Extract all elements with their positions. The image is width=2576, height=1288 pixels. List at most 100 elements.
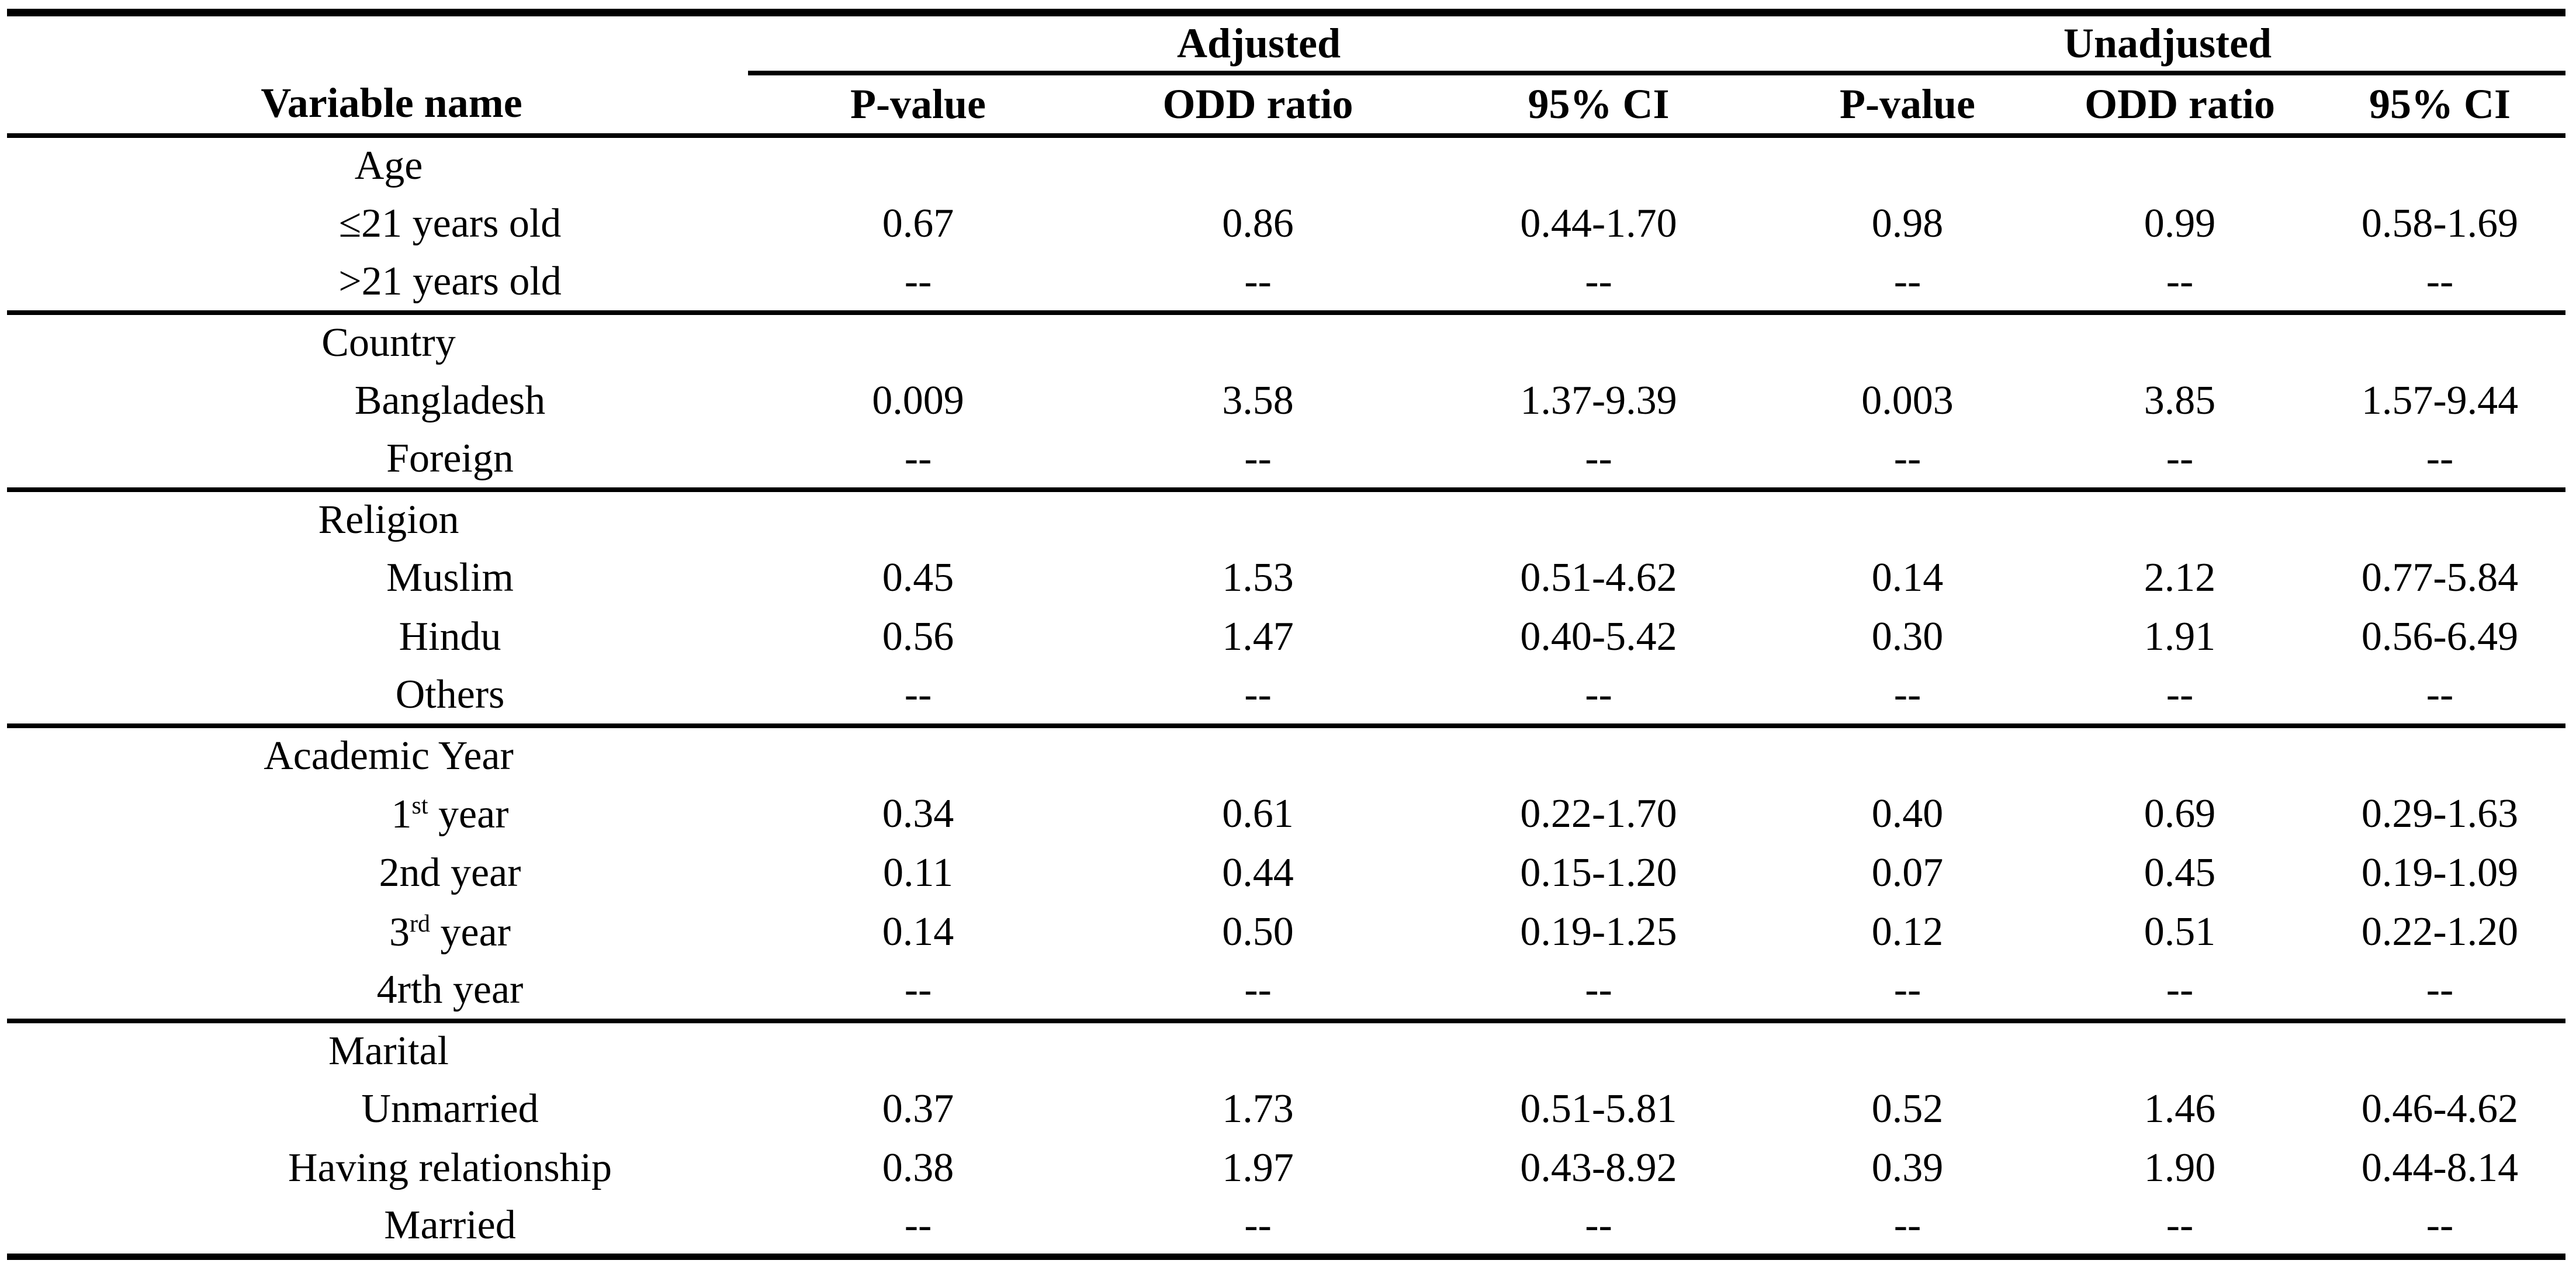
table-row-2nd-year: 2nd year 0.11 0.44 0.15-1.20 0.07 0.45 0…: [7, 844, 2565, 903]
variable-cell: 3rd year: [7, 903, 748, 962]
value-cell: 0.11: [883, 850, 953, 895]
value-cell: 1.47: [1222, 614, 1294, 659]
variable-cell: 1st year: [7, 785, 748, 844]
value-cell: [1770, 136, 2045, 195]
column-header-row: Variable name P-value ODD ratio 95% CI P…: [7, 72, 2566, 138]
value-cell: [748, 313, 1088, 372]
ordinal-superscript: rd: [410, 910, 431, 937]
value-cell: 0.56: [882, 614, 954, 659]
value-cell: 3.58: [1222, 378, 1294, 423]
table-row-age-gt21: >21 years old -- -- -- -- -- --: [7, 253, 2566, 315]
ci-adjusted-header: 95% CI: [1428, 72, 1770, 138]
variable-cell: Academic Year: [264, 733, 514, 778]
value-cell: 0.51-4.62: [1520, 555, 1677, 600]
value-cell: [2045, 1021, 2314, 1080]
value-cell: 1.37-9.39: [1520, 378, 1677, 423]
value-cell: --: [1428, 666, 1770, 728]
value-cell: 0.99: [2144, 201, 2216, 246]
adjusted-header: Adjusted: [748, 12, 1770, 75]
value-cell: 0.30: [1871, 614, 1944, 659]
value-cell: [1770, 726, 2045, 785]
value-cell: --: [2045, 430, 2315, 492]
value-cell: --: [1088, 430, 1428, 492]
variable-label-base: 3: [389, 909, 410, 955]
regression-results-table: Adjusted Unadjusted Variable name P-valu…: [7, 9, 2566, 1260]
value-cell: 0.46-4.62: [2361, 1086, 2519, 1131]
value-cell: --: [1088, 253, 1428, 315]
table-row-having-relationship: Having relationship 0.38 1.97 0.43-8.92 …: [7, 1139, 2565, 1198]
value-cell: [2314, 313, 2565, 372]
value-cell: 0.44: [1222, 850, 1294, 895]
value-cell: [1428, 313, 1770, 372]
value-cell: [1428, 1021, 1770, 1080]
value-cell: 0.43-8.92: [1520, 1145, 1677, 1190]
value-cell: 0.45: [2144, 850, 2216, 895]
ordinal-superscript: st: [411, 792, 428, 819]
variable-cell: Bangladesh: [354, 378, 546, 423]
value-cell: [1770, 313, 2045, 372]
variable-cell: 4rth year: [7, 961, 748, 1023]
variable-cell: Marital: [328, 1029, 449, 1074]
variable-cell: Hindu: [399, 614, 501, 659]
value-cell: 1.91: [2144, 614, 2216, 659]
table-row-bangladesh: Bangladesh 0.009 3.58 1.37-9.39 0.003 3.…: [7, 372, 2565, 431]
variable-cell: 2nd year: [379, 850, 521, 895]
value-cell: 0.40: [1871, 791, 1944, 836]
value-cell: --: [2314, 430, 2566, 492]
value-cell: 0.29-1.63: [2361, 791, 2519, 836]
variable-cell: >21 years old: [7, 253, 748, 315]
value-cell: [1088, 1021, 1428, 1080]
table-row-4rth-year: 4rth year -- -- -- -- -- --: [7, 961, 2566, 1023]
value-cell: [748, 136, 1088, 195]
variable-label-base: 1: [391, 791, 412, 837]
value-cell: [1428, 726, 1770, 785]
value-cell: 0.69: [2144, 791, 2216, 836]
variable-name-header: Variable name: [7, 72, 748, 138]
value-cell: 3.85: [2144, 378, 2216, 423]
variable-label-rest: year: [430, 909, 511, 955]
value-cell: 0.009: [872, 378, 964, 423]
value-cell: [1428, 490, 1770, 549]
value-cell: 0.51-5.81: [1520, 1086, 1677, 1131]
value-cell: 0.44-8.14: [2361, 1145, 2519, 1190]
value-cell: --: [1428, 961, 1770, 1023]
table-row-religion-group: Religion: [7, 490, 2565, 549]
value-cell: --: [2045, 253, 2315, 315]
value-cell: --: [1770, 961, 2046, 1023]
table-row-country-group: Country: [7, 313, 2565, 372]
variable-cell: ≤21 years old: [338, 201, 562, 246]
value-cell: 0.56-6.49: [2361, 614, 2519, 659]
value-cell: --: [2426, 1203, 2454, 1248]
table-row-muslim: Muslim 0.45 1.53 0.51-4.62 0.14 2.12 0.7…: [7, 549, 2565, 608]
value-cell: --: [1770, 666, 2046, 728]
odd-ratio-unadjusted-header: ODD ratio: [2045, 72, 2315, 138]
value-cell: [2045, 490, 2314, 549]
value-cell: --: [1088, 961, 1428, 1023]
value-cell: 0.50: [1222, 909, 1294, 954]
odd-ratio-adjusted-header: ODD ratio: [1088, 72, 1428, 138]
value-cell: 0.58-1.69: [2361, 201, 2519, 246]
value-cell: [748, 490, 1088, 549]
value-cell: 0.44-1.70: [1520, 201, 1677, 246]
variable-cell: Religion: [318, 497, 459, 542]
p-value-adjusted-header: P-value: [748, 72, 1088, 138]
value-cell: --: [2314, 666, 2566, 728]
table-row-unmarried: Unmarried 0.37 1.73 0.51-5.81 0.52 1.46 …: [7, 1080, 2565, 1139]
value-cell: 0.19-1.09: [2361, 850, 2519, 895]
value-cell: 0.45: [882, 555, 954, 600]
value-cell: [2314, 136, 2565, 195]
value-cell: 0.15-1.20: [1520, 850, 1677, 895]
value-cell: --: [904, 1203, 932, 1248]
variable-cell: Married: [384, 1203, 516, 1248]
value-cell: [2314, 726, 2565, 785]
value-cell: [2045, 726, 2314, 785]
value-cell: 1.90: [2144, 1145, 2216, 1190]
value-cell: 0.34: [882, 791, 954, 836]
value-cell: 0.22-1.20: [2361, 909, 2519, 954]
value-cell: --: [2314, 253, 2566, 315]
value-cell: 0.37: [882, 1086, 954, 1131]
value-cell: [1770, 1021, 2045, 1080]
span-header-row: Adjusted Unadjusted: [7, 12, 2566, 75]
value-cell: 1.97: [1222, 1145, 1294, 1190]
